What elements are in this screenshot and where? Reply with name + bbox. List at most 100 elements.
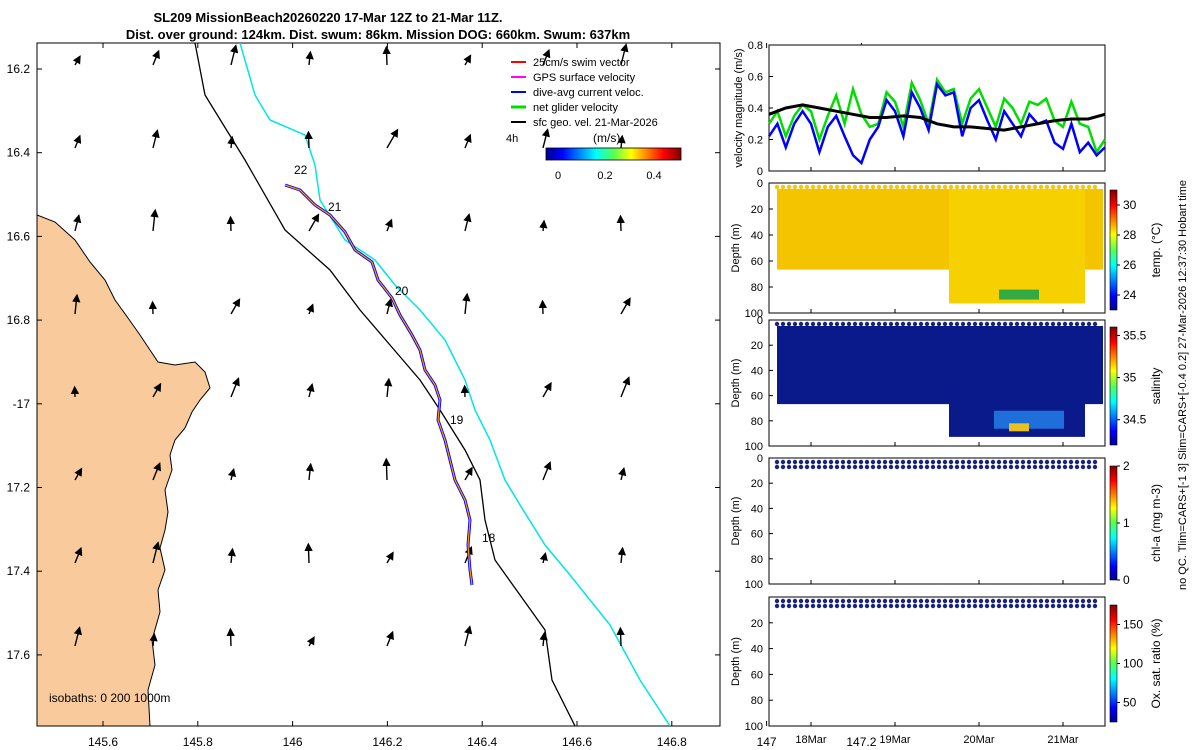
surface-sample: [798, 459, 804, 465]
depth-ylabel: Depth (m): [730, 497, 742, 546]
surface-sample: [828, 598, 834, 604]
surface-sample: [1002, 184, 1008, 190]
surface-sample: [900, 184, 906, 190]
geo-arrow: [617, 546, 627, 564]
surface-sample: [942, 184, 948, 190]
surface-sample: [990, 184, 996, 190]
surface-sample: [1056, 459, 1062, 465]
isobaths-label: isobaths: 0 200 1000m: [49, 691, 170, 705]
surface-sample: [840, 603, 846, 609]
velocity-ytick-label: 0.2: [748, 135, 763, 147]
surface-sample: [924, 459, 930, 465]
surface-sample: [840, 464, 846, 470]
surface-sample: [906, 184, 912, 190]
surface-sample: [936, 603, 942, 609]
surface-sample: [984, 464, 990, 470]
surface-sample: [960, 184, 966, 190]
surface-sample: [1074, 459, 1080, 465]
surface-sample: [966, 598, 972, 604]
surface-sample: [1044, 321, 1050, 327]
geo-arrow: [230, 377, 240, 398]
surface-sample: [834, 603, 840, 609]
surface-sample: [804, 603, 810, 609]
surface-sample: [876, 321, 882, 327]
surface-sample: [1020, 184, 1026, 190]
day-label-20: 20: [395, 284, 409, 298]
surface-sample: [942, 464, 948, 470]
depth-tick-label: 0: [757, 178, 763, 190]
surface-sample: [852, 598, 858, 604]
surface-sample: [1044, 459, 1050, 465]
surface-sample: [828, 464, 834, 470]
depth-panel-1: 0 20 40 60 80 100 Depth (m) 24 26 28 30 temp. (°C): [730, 178, 1163, 320]
lat-tick-label: -17: [13, 397, 31, 411]
surface-sample: [978, 603, 984, 609]
surface-sample: [966, 184, 972, 190]
geo-arrow: [539, 219, 548, 232]
surface-sample: [1008, 603, 1014, 609]
surface-sample: [990, 464, 996, 470]
surface-sample: [1008, 321, 1014, 327]
surface-sample: [996, 464, 1002, 470]
surface-sample: [798, 321, 804, 327]
surface-sample: [894, 459, 900, 465]
surface-sample: [972, 603, 978, 609]
surface-sample: [1026, 598, 1032, 604]
surface-sample: [984, 459, 990, 465]
surface-sample: [1002, 598, 1008, 604]
surface-sample: [888, 598, 894, 604]
series-dive-avg-current-veloc-: [767, 81, 1106, 166]
surface-sample: [876, 184, 882, 190]
surface-sample: [978, 464, 984, 470]
surface-sample: [822, 321, 828, 327]
surface-sample: [1086, 184, 1092, 190]
geo-arrow: [620, 376, 631, 398]
colorbar-label: temp. (°C): [1149, 223, 1163, 278]
surface-sample: [1044, 598, 1050, 604]
surface-sample: [810, 184, 816, 190]
surface-sample: [786, 184, 792, 190]
surface-sample: [1002, 459, 1008, 465]
map-panel: 22 21 20 19 18 isobaths: 0 200 1000m 25c…: [7, 42, 877, 749]
colorbar-tick-label: 1: [1123, 516, 1130, 530]
surface-sample: [864, 321, 870, 327]
surface-sample: [1014, 184, 1020, 190]
geo-arrow: [539, 631, 548, 647]
surface-sample: [966, 321, 972, 327]
legend-dive: dive-avg current veloc.: [533, 87, 644, 99]
surface-sample: [906, 464, 912, 470]
surface-sample: [984, 598, 990, 604]
lat-tick-label: 16.6: [7, 229, 31, 243]
velocity-panel: 0 0.2 0.4 0.6 0.8 velocity magnitude (m/s): [733, 40, 1107, 178]
depth-tick-label: 100: [745, 579, 763, 591]
geo-arrow: [463, 213, 472, 232]
surface-sample: [834, 321, 840, 327]
surface-sample: [786, 321, 792, 327]
surface-sample: [1032, 184, 1038, 190]
surface-sample: [930, 464, 936, 470]
lon-tick-label: 145.8: [183, 735, 213, 749]
surface-sample: [780, 321, 786, 327]
surface-sample: [1044, 464, 1050, 470]
geo-arrow: [152, 541, 161, 564]
depth-tick-label: 80: [751, 554, 763, 566]
surface-sample: [852, 321, 858, 327]
surface-sample: [774, 459, 780, 465]
surface-sample: [924, 464, 930, 470]
surface-sample: [1086, 459, 1092, 465]
surface-sample: [990, 598, 996, 604]
surface-sample: [792, 321, 798, 327]
geo-arrow: [385, 551, 394, 564]
surface-sample: [816, 184, 822, 190]
geo-arrow: [305, 50, 314, 66]
depth-axes: [768, 596, 1106, 727]
surface-sample: [912, 603, 918, 609]
surface-sample: [894, 603, 900, 609]
speed-colorbar: [545, 147, 682, 161]
surface-sample: [1080, 321, 1086, 327]
surface-sample: [1068, 321, 1074, 327]
surface-sample: [1020, 464, 1026, 470]
surface-sample: [780, 184, 786, 190]
surface-sample: [912, 598, 918, 604]
surface-sample: [780, 603, 786, 609]
